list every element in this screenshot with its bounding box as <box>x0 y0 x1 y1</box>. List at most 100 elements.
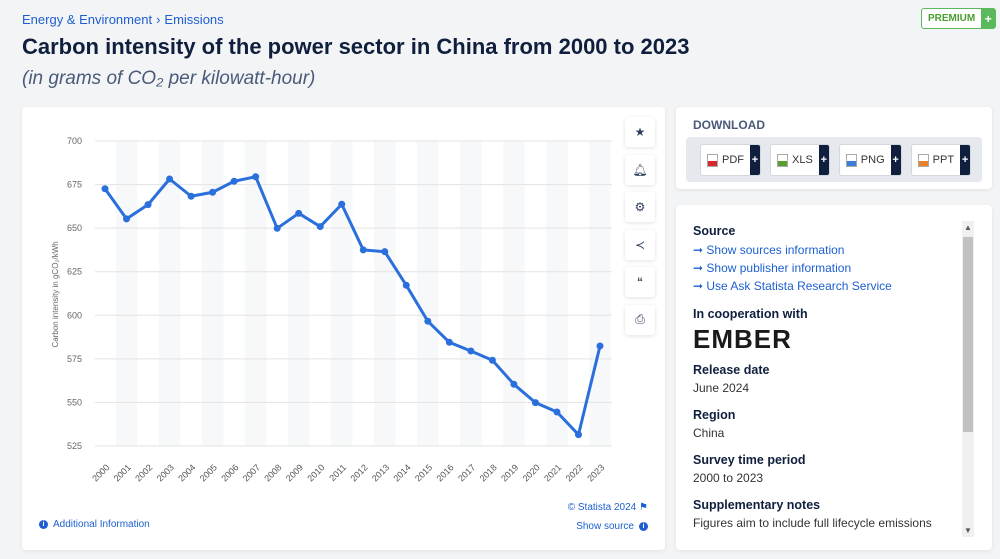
data-point-2017 <box>467 347 475 355</box>
notes-heading: Supplementary notes <box>693 498 821 512</box>
xls-file-icon <box>777 153 788 167</box>
breadcrumb-emissions[interactable]: Emissions <box>164 12 224 27</box>
download-label: XLS <box>771 145 819 175</box>
gear-icon: ⚙ <box>634 200 646 214</box>
chart-toolbar: ★ 🔔︎ ⚙ ≺ “ ⎙ <box>625 117 655 342</box>
scrollbar[interactable]: ▲ ▼ <box>962 221 974 537</box>
print-button[interactable]: ⎙ <box>625 304 655 335</box>
line-chart: 525 550 575 600 625 650 675 700 2000 2001 2002 2003… <box>51 136 612 484</box>
flag-icon: ⚑ <box>639 502 648 513</box>
x-tick-label: 2018 <box>478 462 499 483</box>
show-sources-link[interactable]: ➞ Show sources information <box>693 241 963 259</box>
x-tick-label: 2019 <box>499 462 520 483</box>
data-point-2014 <box>402 281 410 289</box>
plus-icon: + <box>818 145 829 175</box>
plus-icon: + <box>960 145 971 175</box>
premium-badge[interactable]: PREMIUM + <box>921 8 997 29</box>
y-tick-label: 550 <box>67 397 82 407</box>
y-tick-label: 625 <box>67 267 82 277</box>
x-tick-label: 2006 <box>219 462 240 483</box>
data-point-2006 <box>230 177 238 185</box>
data-point-2007 <box>252 173 260 181</box>
column-band <box>330 141 353 446</box>
research-service-link[interactable]: ➞ Use Ask Statista Research Service <box>693 277 963 295</box>
print-icon: ⎙ <box>635 312 645 326</box>
x-tick-label: 2023 <box>585 462 606 483</box>
research-service-label: Use Ask Statista Research Service <box>706 279 892 293</box>
format-label: PPT <box>932 154 955 166</box>
page-subtitle: (in grams of CO₂ per kilowatt-hour) <box>22 68 316 89</box>
scroll-up-icon[interactable]: ▲ <box>964 223 972 232</box>
data-point-2005 <box>209 188 217 196</box>
info-icon: i <box>639 522 648 531</box>
data-point-2015 <box>424 317 432 325</box>
x-tick-label: 2016 <box>435 462 456 483</box>
column-band <box>201 141 224 446</box>
download-png-button[interactable]: PNG + <box>838 144 902 176</box>
data-point-2020 <box>531 399 539 407</box>
quote-icon: “ <box>637 275 643 289</box>
notes-value: Figures aim to include full lifecycle em… <box>693 516 932 530</box>
download-label: PDF <box>701 145 750 175</box>
x-tick-label: 2001 <box>112 462 133 483</box>
download-label: PPT <box>912 145 960 175</box>
y-tick-label: 700 <box>67 136 82 146</box>
data-point-2003 <box>166 175 174 183</box>
y-tick-label: 600 <box>67 310 82 320</box>
data-point-2011 <box>338 200 346 208</box>
y-tick-label: 650 <box>67 223 82 233</box>
arrow-right-icon: ➞ <box>693 243 707 257</box>
x-tick-label: 2021 <box>542 462 563 483</box>
release-heading: Release date <box>693 363 770 377</box>
series-line <box>103 175 602 437</box>
x-tick-label: 2017 <box>456 462 477 483</box>
copyright-label: © Statista 2024 <box>567 502 637 513</box>
x-tick-label: 2022 <box>564 462 585 483</box>
pdf-file-icon <box>707 153 718 167</box>
x-tick-label: 2013 <box>370 462 391 483</box>
x-tick-label: 2011 <box>327 462 348 483</box>
additional-information-link[interactable]: i Additional Information <box>39 519 150 530</box>
x-tick-label: 2008 <box>262 462 283 483</box>
data-point-2022 <box>574 431 582 439</box>
data-point-2016 <box>445 338 453 346</box>
period-value: 2000 to 2023 <box>693 471 764 485</box>
show-publisher-link[interactable]: ➞ Show publisher information <box>693 259 963 277</box>
download-xls-button[interactable]: XLS + <box>770 144 830 176</box>
additional-information-label: Additional Information <box>53 519 150 530</box>
share-icon: ≺ <box>634 237 646 252</box>
data-point-2012 <box>359 246 367 254</box>
format-label: XLS <box>792 154 813 166</box>
download-pdf-button[interactable]: PDF + <box>700 144 761 176</box>
y-tick-label: 525 <box>67 441 82 451</box>
data-point-2000 <box>101 185 109 193</box>
region-heading: Region <box>693 408 736 422</box>
notification-button[interactable]: 🔔︎ <box>625 154 655 185</box>
column-band <box>589 141 611 446</box>
show-source-link[interactable]: Show source i <box>576 521 648 532</box>
x-tick-label: 2000 <box>90 462 111 483</box>
ember-logo: EMBER <box>693 324 792 354</box>
settings-button[interactable]: ⚙ <box>625 192 655 222</box>
data-point-2019 <box>510 380 518 388</box>
column-band <box>374 141 396 446</box>
x-tick-label: 2007 <box>241 462 262 483</box>
breadcrumb-energy[interactable]: Energy & Environment <box>22 12 153 27</box>
scrollbar-thumb[interactable] <box>963 237 973 432</box>
png-file-icon <box>845 153 857 167</box>
column-band <box>158 141 181 446</box>
x-tick-label: 2005 <box>198 462 219 483</box>
x-tick-label: 2002 <box>133 462 154 483</box>
scroll-down-icon[interactable]: ▼ <box>964 526 972 535</box>
column-band <box>546 141 568 446</box>
data-point-2004 <box>187 192 195 200</box>
cite-button[interactable]: “ <box>625 267 655 297</box>
x-tick-label: 2010 <box>305 462 326 483</box>
column-band <box>503 141 525 446</box>
favorite-button[interactable]: ★ <box>625 117 655 147</box>
share-button[interactable]: ≺ <box>625 229 655 260</box>
download-ppt-button[interactable]: PPT + <box>910 144 972 176</box>
copyright-link[interactable]: © Statista 2024 ⚑ <box>568 502 648 513</box>
x-tick-label: 2012 <box>348 462 369 483</box>
data-point-2023 <box>596 342 604 350</box>
